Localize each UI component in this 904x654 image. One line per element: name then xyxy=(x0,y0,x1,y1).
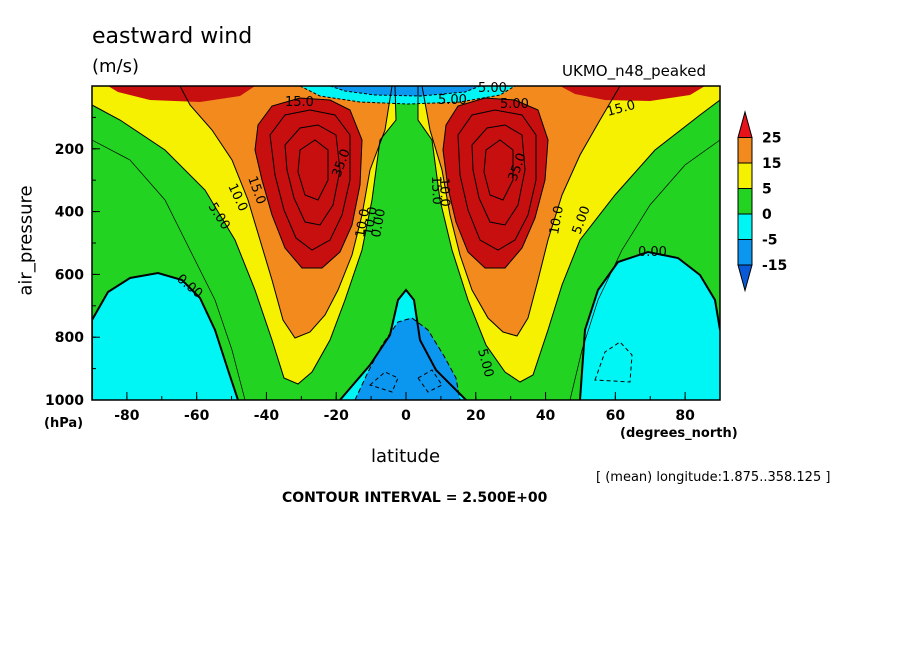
contour-label: 5.00 xyxy=(438,93,467,108)
contour-line xyxy=(284,124,341,226)
x-tick-label: 40 xyxy=(536,408,556,424)
colorbar-swatch xyxy=(737,239,753,266)
y-axis: 200 400 600 800 1000 xyxy=(45,116,100,409)
contour-line xyxy=(92,271,239,400)
level-25-fill-top-right xyxy=(560,86,705,101)
contour-label: 0.00 xyxy=(638,245,667,260)
contour-label: 5.00 xyxy=(478,81,507,96)
y-tick-label: 200 xyxy=(55,142,84,158)
x-axis: -80 -60 -40 -20 0 20 40 60 80 xyxy=(91,392,721,424)
chart-title: eastward wind xyxy=(92,24,253,49)
y-tick-label: 800 xyxy=(55,330,84,346)
x-tick-label: 60 xyxy=(606,408,626,424)
contour-line xyxy=(471,124,526,226)
contour-line xyxy=(569,139,720,400)
y-tick-label: 600 xyxy=(55,267,84,283)
level-25-fill-top-left xyxy=(108,86,255,102)
level-25-fill-south xyxy=(255,98,362,268)
contour-line xyxy=(368,371,399,393)
mean-longitude-note: [ (mean) longitude:1.875..358.125 ] xyxy=(596,470,831,485)
contour-label: 5.00 xyxy=(474,347,496,379)
colorbar-label: 25 xyxy=(762,131,781,147)
contour-line xyxy=(92,139,246,400)
contour-label: 15.0 xyxy=(605,98,637,120)
level-m5-0-fill-north-pole xyxy=(580,252,720,400)
colorbar-label: -5 xyxy=(762,233,778,249)
chart-units: (m/s) xyxy=(92,56,140,77)
contour-label: 0.00 xyxy=(369,208,389,239)
contour-label: 15.0 xyxy=(428,176,444,205)
colorbar-bottom-arrow xyxy=(737,264,753,293)
y-tick-label: 400 xyxy=(55,205,84,221)
x-axis-units: (degrees_north) xyxy=(620,426,738,441)
contour-line xyxy=(417,86,720,383)
contour-line xyxy=(299,86,516,105)
x-tick-label: -20 xyxy=(324,408,350,424)
contour-line xyxy=(354,317,461,400)
contour-line xyxy=(483,139,514,201)
x-tick-label: -40 xyxy=(254,408,280,424)
contour-interval-note: CONTOUR INTERVAL = 2.500E+00 xyxy=(282,490,548,506)
level-25-fill-north xyxy=(443,98,548,268)
contour-label: 10.0 xyxy=(436,178,452,207)
colorbar-swatch xyxy=(737,188,753,215)
colorbar-swatch xyxy=(737,137,753,164)
colorbar-top-arrow xyxy=(737,110,753,138)
level-negative-deep-fill-top xyxy=(330,86,480,96)
colorbar-swatch xyxy=(737,213,753,240)
y-tick-label: 1000 xyxy=(45,393,84,409)
contour-line xyxy=(421,86,621,337)
x-tick-label: -60 xyxy=(184,408,210,424)
contour-lines xyxy=(92,86,720,400)
y-axis-units: (hPa) xyxy=(44,416,84,431)
contour-line xyxy=(179,86,393,339)
colorbar-label: 5 xyxy=(762,182,772,198)
contour-label: 10.0 xyxy=(361,206,381,237)
contour-line xyxy=(579,250,720,400)
x-tick-label: 20 xyxy=(466,408,486,424)
x-tick-label: -80 xyxy=(114,408,140,424)
level-m5-0-fill-south-pole xyxy=(92,273,238,400)
dataset-label: UKMO_n48_peaked xyxy=(562,62,707,80)
contour-line xyxy=(254,97,363,269)
colorbar-label: -15 xyxy=(762,258,787,274)
colorbar-swatch xyxy=(737,162,753,189)
filled-contours xyxy=(92,86,720,400)
colorbar-label: 15 xyxy=(762,156,781,172)
colorbar-label: 0 xyxy=(762,207,772,223)
contour-line xyxy=(442,97,549,269)
x-tick-label: 80 xyxy=(675,408,695,424)
contour-line xyxy=(269,109,351,251)
contour-label: 10.0 xyxy=(353,208,373,239)
contour-line xyxy=(92,86,397,385)
contour-line xyxy=(594,341,633,383)
contour-line xyxy=(457,109,537,251)
contour-label: 5.00 xyxy=(500,97,529,112)
x-tick-label: 0 xyxy=(401,408,411,424)
contour-label: 15.0 xyxy=(285,95,314,110)
colorbar: 25 15 5 0 -5 -15 xyxy=(737,110,787,293)
contour-label: 10.0 xyxy=(547,205,567,236)
contour-line xyxy=(297,139,329,201)
contour-line xyxy=(339,288,467,400)
level-m15-m5-fill-equator xyxy=(355,318,460,400)
x-axis-label: latitude xyxy=(371,446,441,467)
contour-line xyxy=(417,369,443,393)
